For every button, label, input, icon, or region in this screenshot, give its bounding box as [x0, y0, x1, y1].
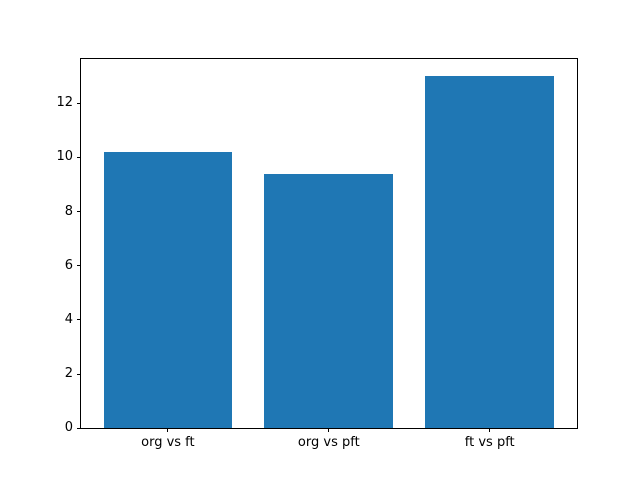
y-axis-tick-mark — [77, 211, 81, 213]
y-axis-tick-label: 8 — [64, 203, 73, 219]
y-axis-tick-mark — [77, 427, 81, 429]
y-axis-tick-label: 12 — [56, 95, 73, 111]
bar-ft-vs-pft — [425, 76, 555, 429]
x-axis-tick-label: org vs pft — [297, 435, 360, 451]
axes-area: 0 2 4 6 8 10 12 org vs ft org vs pft ft vs pft — [56, 57, 578, 450]
y-axis-tick-label: 10 — [56, 149, 73, 165]
y-axis-tick-label: 4 — [64, 311, 73, 327]
x-axis-tick-mark — [489, 428, 491, 433]
bar-org-vs-ft — [103, 152, 233, 429]
y-axis-tick-mark — [77, 156, 81, 158]
y-axis-tick-mark — [77, 373, 81, 375]
y-axis-tick-label: 0 — [64, 420, 73, 436]
y-axis-tick-mark — [77, 102, 81, 104]
y-axis-tick-label: 6 — [64, 257, 73, 273]
x-axis-tick-label: ft vs pft — [464, 435, 515, 451]
y-axis-tick-mark — [77, 319, 81, 321]
bar-org-vs-pft — [264, 173, 394, 429]
y-axis-tick-label: 2 — [64, 366, 73, 382]
x-axis-tick-label: org vs ft — [141, 435, 195, 451]
y-axis-tick-mark — [77, 265, 81, 267]
x-axis-tick-mark — [328, 428, 330, 433]
x-axis-tick-mark — [167, 428, 169, 433]
